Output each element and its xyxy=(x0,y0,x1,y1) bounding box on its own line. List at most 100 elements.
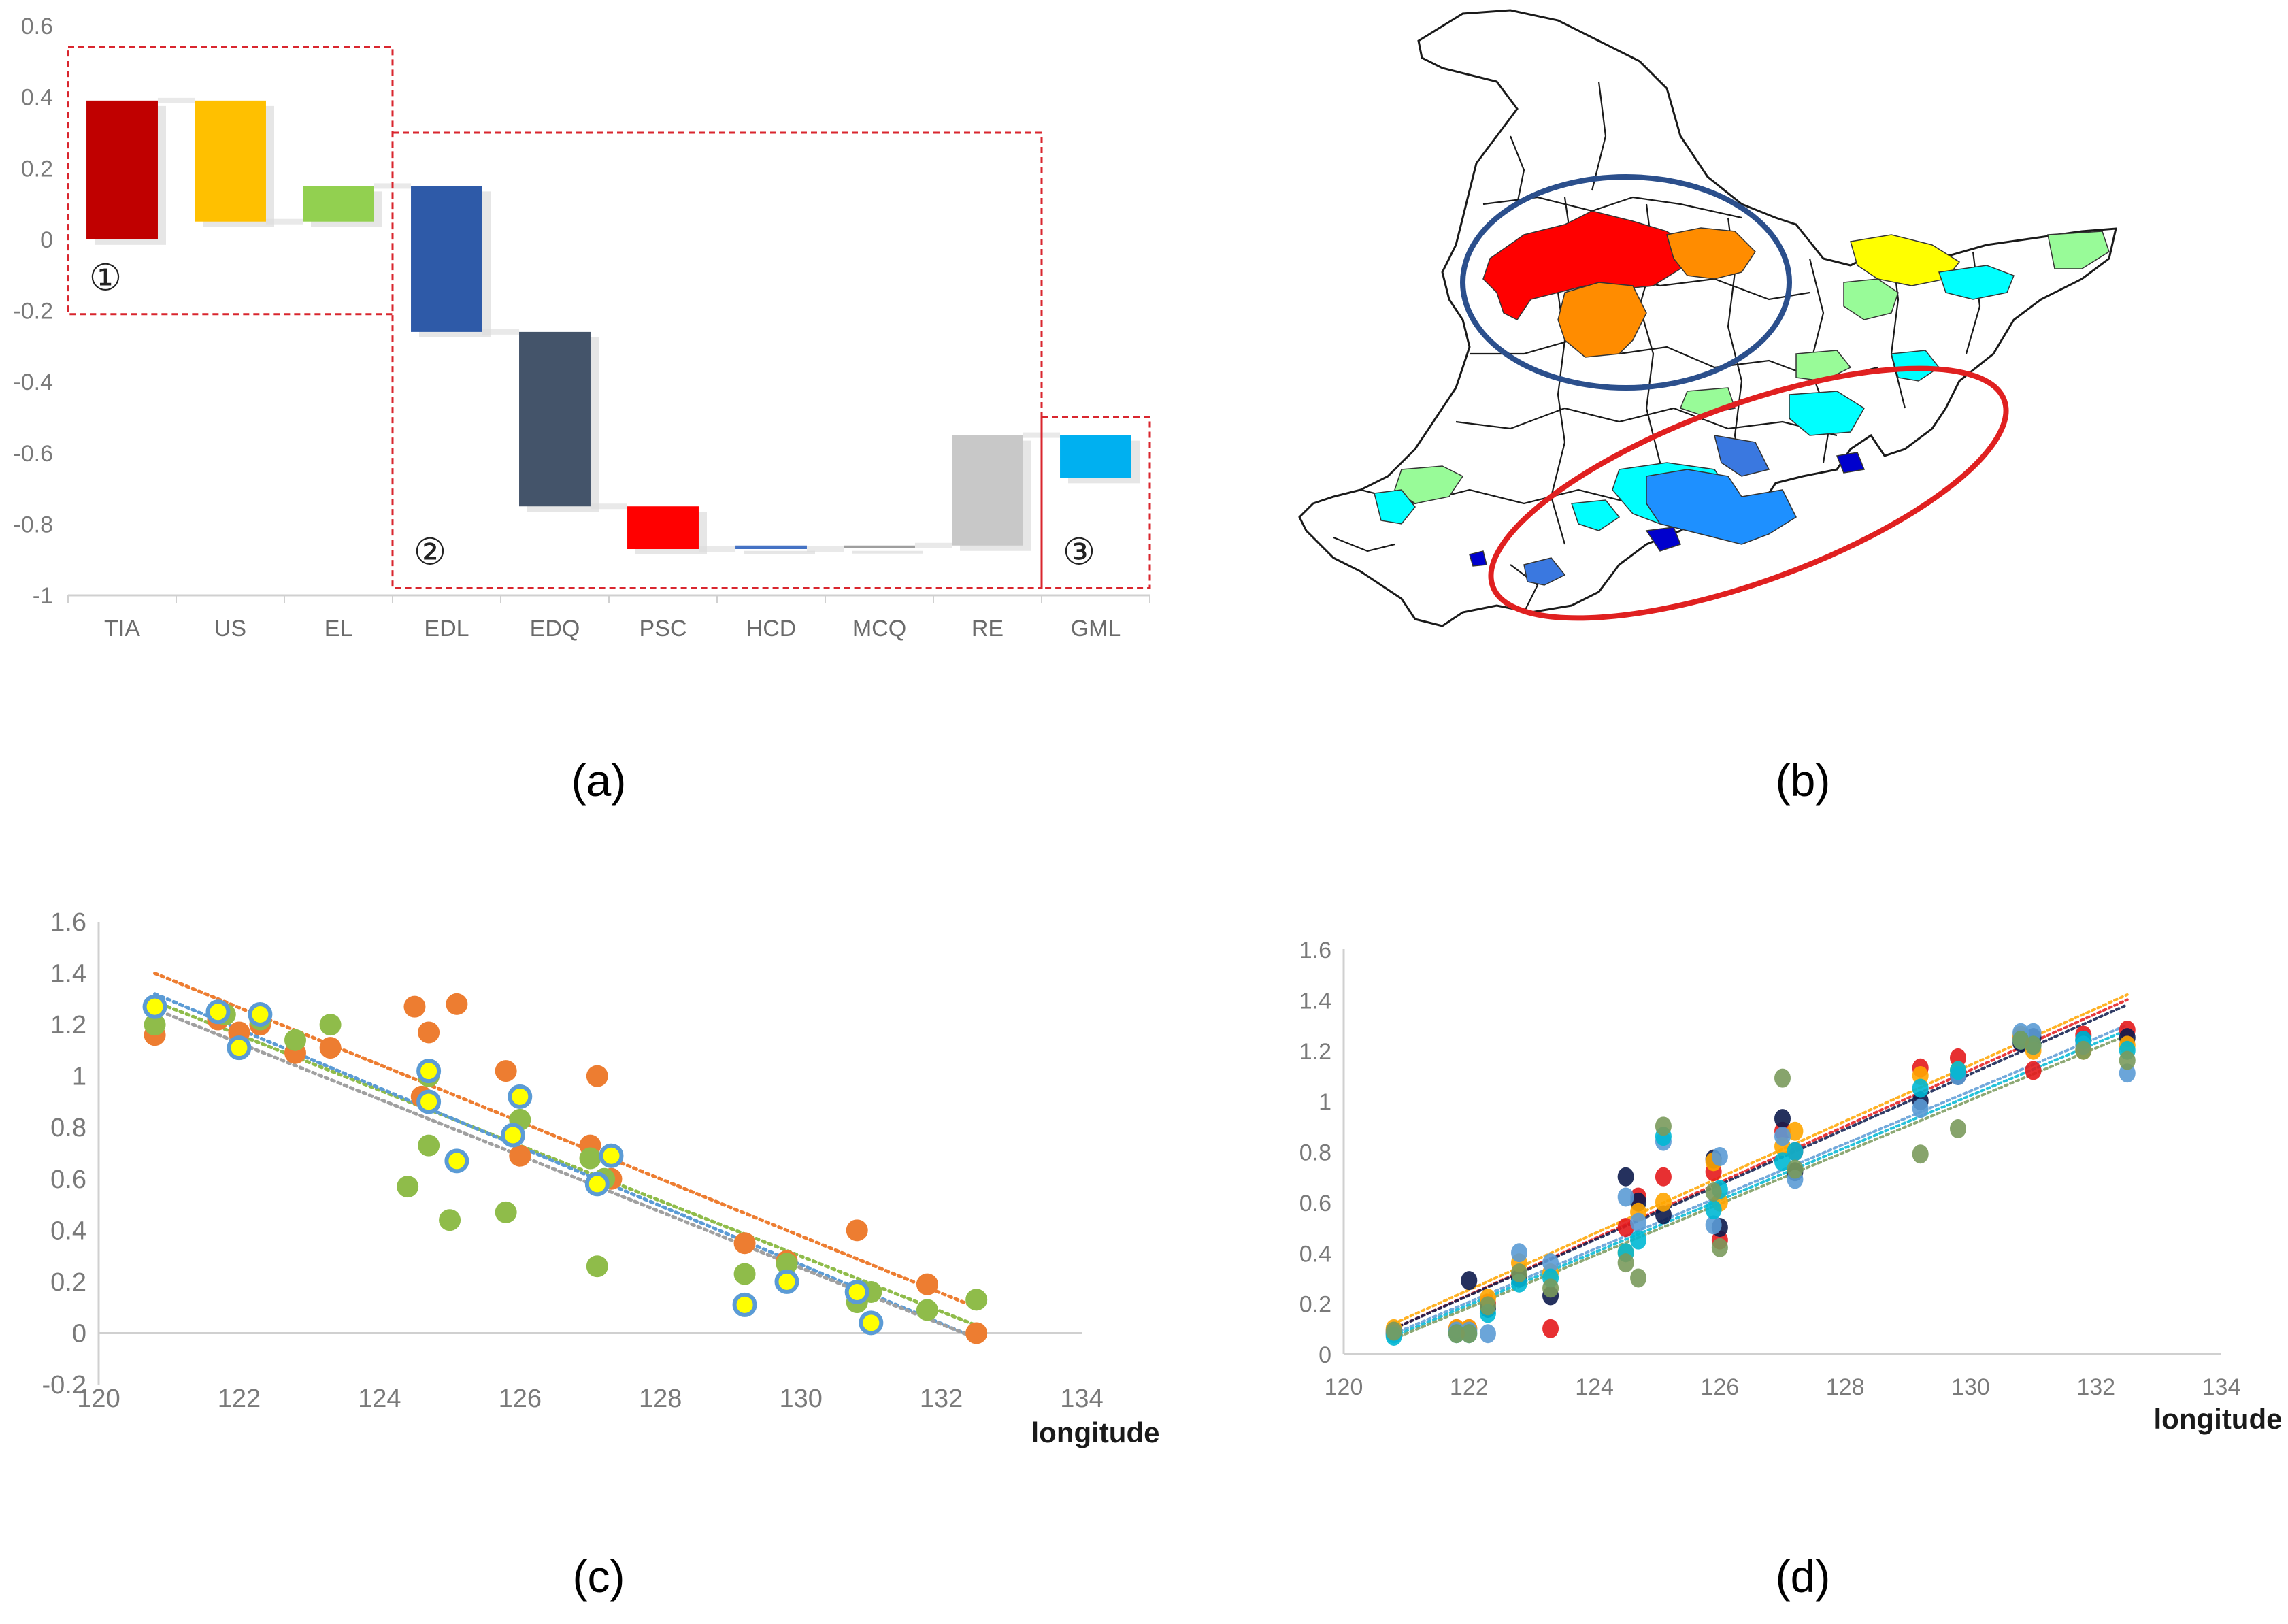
map-region-darkblue-1 xyxy=(1645,527,1681,552)
panel-c-point-green xyxy=(144,1014,166,1036)
panel-d-point-green xyxy=(1511,1263,1527,1282)
panel-d-point-cyan xyxy=(1787,1142,1804,1161)
panel-d-point-green xyxy=(1617,1253,1634,1273)
map-region-blue-2 xyxy=(1713,435,1770,477)
panel-c-point-orange xyxy=(495,1060,517,1082)
panel-a-connector xyxy=(914,542,952,548)
map-region-darkblue-3 xyxy=(1469,550,1487,567)
panel-label-d: (d) xyxy=(1776,1551,1831,1602)
panel-a-connector xyxy=(698,546,736,552)
panel-c-point-green xyxy=(319,1014,342,1036)
panel-c-point-orange xyxy=(319,1037,342,1059)
panel-c-x-tick-label: 122 xyxy=(218,1385,261,1413)
panel-a-connector xyxy=(806,546,844,552)
panel-d-y-tick-label: 0.6 xyxy=(1299,1191,1331,1216)
panel-d-point-red xyxy=(2025,1061,2042,1080)
panel-d-point-green xyxy=(1912,1144,1929,1164)
panel-c-point-yellow-blue xyxy=(416,1059,442,1084)
panel-c-x-tick-label: 132 xyxy=(920,1385,963,1413)
panel-a-y-tick-label: 0 xyxy=(40,227,53,253)
panel-c-y-tick-label: 1.4 xyxy=(50,960,86,989)
panel-c-y-tick-label: 0 xyxy=(72,1319,86,1348)
panel-d-y-tick-label: 1.6 xyxy=(1299,938,1331,963)
panel-d-point-green xyxy=(1950,1119,1966,1139)
panel-a-bars xyxy=(86,97,1140,554)
panel-d-xlabel: longitude xyxy=(2154,1403,2283,1435)
panel-a-bar-hcd xyxy=(735,545,807,549)
panel-a-x-tick-label: HCD xyxy=(746,616,797,642)
panel-c-point-orange xyxy=(403,995,426,1018)
panel-c-point-green xyxy=(495,1201,517,1223)
panel-a-connector xyxy=(157,97,195,103)
panel-a-y-tick-label: 0.4 xyxy=(21,85,53,111)
panel-c-point-yellow-blue xyxy=(416,1089,442,1114)
panel-d-point-green xyxy=(1479,1296,1496,1316)
map-region-orange-2 xyxy=(1557,282,1647,358)
panel-d-y-tick-label: 0 xyxy=(1319,1342,1331,1368)
panel-a-bar-shadow xyxy=(852,550,923,554)
panel-d-x-tick-label: 120 xyxy=(1325,1374,1363,1400)
panel-d-point-green xyxy=(2025,1035,2042,1055)
panel-c-point-yellow-blue xyxy=(500,1123,525,1148)
panel-c-point-orange xyxy=(586,1065,608,1087)
panel-d-tick-labels: 1.6 1.4 1.2 1 0.8 0.6 0.4 0.2 0 120 122 124 126 128 13… xyxy=(1299,938,2241,1400)
panel-d-point-lightblue xyxy=(1912,1099,1929,1118)
map-region-blue-3 xyxy=(1523,557,1566,586)
panel-d-trendline-cyan xyxy=(1392,1029,2129,1338)
panel-d-point-red xyxy=(1617,1218,1634,1238)
panel-label-b: (b) xyxy=(1776,755,1831,806)
panel-d-point-green xyxy=(1542,1278,1559,1298)
panel-a-x-tick-label: EDQ xyxy=(530,616,580,642)
panel-d-y-tick-label: 0.8 xyxy=(1299,1140,1331,1166)
map-highlight-regions xyxy=(1374,210,2110,586)
panel-c-x-tick-label: 124 xyxy=(358,1385,401,1413)
panel-d-point-lightblue xyxy=(1479,1324,1496,1344)
panel-d-point-cyan xyxy=(1705,1200,1722,1220)
panel-d-axes xyxy=(1342,949,2221,1355)
panel-d-x-tick-label: 132 xyxy=(2076,1374,2115,1400)
panel-c-point-orange xyxy=(509,1144,531,1167)
panel-c-point-orange xyxy=(916,1273,938,1295)
panel-a-group-label: ② xyxy=(414,531,446,574)
panel-a-bar-re xyxy=(952,435,1023,546)
map-region-cyan-6 xyxy=(1570,499,1621,531)
map-region-cyan-2 xyxy=(1891,350,1940,382)
panel-d-point-cyan xyxy=(1774,1152,1791,1172)
panel-c-y-tick-label: 1.2 xyxy=(50,1011,86,1040)
panel-d-point-lightblue xyxy=(1617,1187,1634,1207)
panel-d-point-green xyxy=(1461,1324,1478,1344)
panel-c-point-yellow-blue xyxy=(584,1172,610,1197)
panel-c-x-tick-label: 120 xyxy=(77,1385,120,1413)
map-region-darkblue-2 xyxy=(1836,452,1866,474)
panel-d-point-lightblue xyxy=(1705,1215,1722,1235)
panel-c-points xyxy=(142,993,988,1344)
panel-d-y-tick-label: 1.2 xyxy=(1299,1039,1331,1065)
panel-d-x-tick-label: 128 xyxy=(1826,1374,1865,1400)
panel-a-y-tick-label: -0.6 xyxy=(13,441,53,467)
panel-d-point-green xyxy=(1787,1159,1804,1179)
panel-c-axes xyxy=(97,922,1082,1385)
panel-a-group-label: ③ xyxy=(1063,531,1095,574)
panel-a-group-label: ① xyxy=(89,256,122,299)
panel-c-point-green xyxy=(579,1147,601,1170)
panel-c-point-yellow-blue xyxy=(774,1269,799,1294)
panel-d-point-cyan xyxy=(1950,1061,1966,1080)
panel-label-a: (a) xyxy=(571,755,627,806)
panel-c-xlabel: longitude xyxy=(1031,1416,1160,1448)
panel-c-point-orange xyxy=(965,1322,988,1344)
panel-c-point-yellow-blue xyxy=(248,1002,273,1027)
panel-a-bar-gml xyxy=(1060,435,1131,478)
panel-a-x-tick-label: RE xyxy=(972,616,1004,642)
panel-d-point-lightblue xyxy=(1711,1146,1728,1166)
panel-a-connector xyxy=(590,503,628,510)
panel-d-point-lightblue xyxy=(1774,1127,1791,1146)
panel-d-trendline-navy xyxy=(1392,1003,2129,1330)
panel-c-y-tick-label: 0.6 xyxy=(50,1165,86,1194)
panel-a-bar-us xyxy=(195,100,266,222)
panel-d-x-tick-label: 126 xyxy=(1700,1374,1739,1400)
panel-c-point-green xyxy=(776,1253,798,1275)
map-region-blue-1 xyxy=(1646,469,1797,545)
panel-c-y-tick-label: -0.2 xyxy=(42,1371,86,1399)
